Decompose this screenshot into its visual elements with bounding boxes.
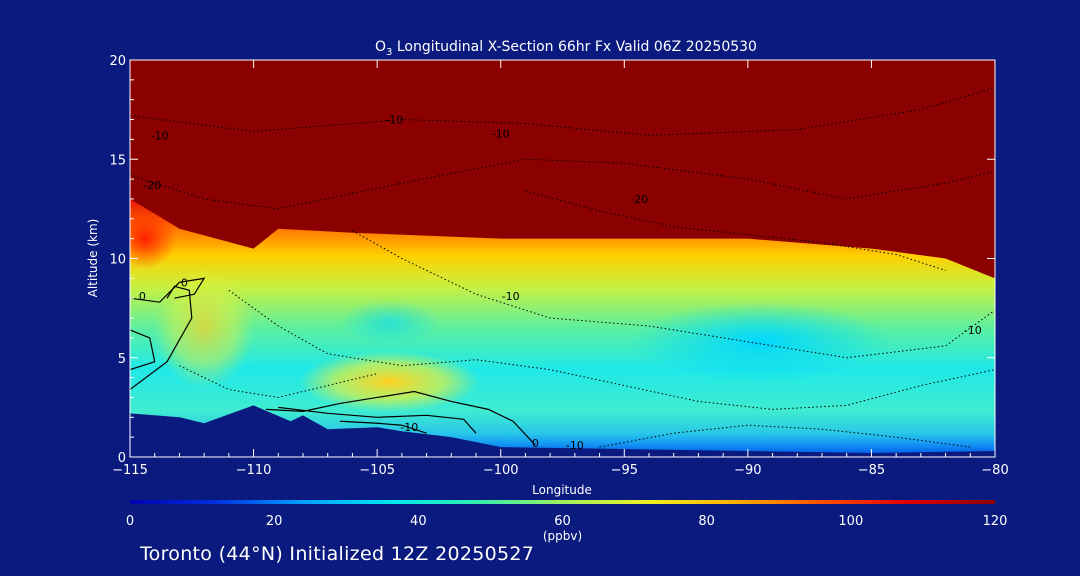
x-tick-label: −85 (858, 463, 885, 478)
western-maximum (154, 267, 255, 388)
colorbar-tick-label: 100 (838, 514, 863, 529)
contour-label: -10 (566, 439, 584, 452)
contour-label: 0 (181, 276, 188, 289)
dotted-contour-5 (179, 365, 378, 398)
contour-label: -10 (400, 421, 418, 434)
high-ozone-blob (130, 208, 177, 269)
x-tick-label: −115 (112, 463, 148, 478)
solid-contour-2 (130, 277, 206, 303)
colorbar-tick-label: 120 (983, 514, 1008, 529)
footer-caption: Toronto (44°N) Initialized 12Z 20250527 (140, 543, 535, 565)
contour-label: -10 (492, 127, 510, 140)
contour-label: -10 (385, 114, 403, 127)
dotted-contour-3 (352, 230, 995, 359)
contour-label: -20 (630, 193, 648, 206)
plot-area: -10 -20 -10 -10 -20 -10 -10 -10 0 0 -10 0 (130, 60, 995, 457)
contour-label: 0 (532, 437, 539, 450)
y-tick-label: 10 (109, 253, 126, 268)
dotted-contour-4 (228, 289, 995, 410)
x-tick-label: −110 (236, 463, 272, 478)
contour-label: 0 (139, 290, 146, 303)
y-tick-label: 20 (109, 54, 126, 69)
x-axis-label: Longitude (532, 483, 592, 497)
x-tick-label: −105 (359, 463, 395, 478)
y-tick-label: 0 (118, 451, 126, 466)
y-axis-label: Altitude (km) (86, 219, 100, 298)
colorbar-tick-label: 0 (126, 514, 134, 529)
chart-title: O3 Longitudinal X-Section 66hr Fx Valid … (375, 39, 757, 58)
x-tick-label: −90 (734, 463, 761, 478)
y-tick-label: 5 (118, 352, 126, 367)
x-tick-label: −80 (981, 463, 1008, 478)
solid-contour-5 (340, 420, 427, 434)
contour-label: -10 (964, 324, 982, 337)
y-tick-label: 15 (109, 153, 126, 168)
contour-label: -20 (143, 179, 161, 192)
colorbar-tick-label: 40 (410, 514, 427, 529)
low-ozone-pocket-west (339, 300, 440, 345)
terrain (130, 405, 995, 457)
lower-troposphere-maximum (299, 351, 480, 412)
axes: −115 −110 −105 −100 −95 −90 −85 −80 0 5 10 15 20 (109, 54, 1008, 478)
x-tick-label: −100 (483, 463, 519, 478)
ozone-field: -10 -20 -10 -10 -20 -10 -10 -10 0 0 -10 0 (130, 60, 995, 457)
colorbar-tick-label: 60 (554, 514, 571, 529)
contour-label: -10 (502, 290, 520, 303)
low-ozone-pocket (630, 301, 891, 382)
contour-label: -10 (151, 129, 169, 142)
dotted-contour-2 (525, 190, 946, 271)
colorbar-unit: (ppbv) (543, 529, 582, 543)
solid-contour-4 (278, 406, 477, 434)
colorbar-tick-label: 20 (266, 514, 283, 529)
solid-contour-3 (265, 390, 536, 446)
colorbar-tick-label: 80 (698, 514, 715, 529)
colorbar-strip (130, 500, 995, 504)
colorbar: 0 20 40 60 80 100 120 (ppbv) (126, 500, 1008, 543)
solid-contour-1 (130, 329, 156, 371)
dotted-contour-0 (130, 87, 995, 136)
x-tick-label: −95 (611, 463, 638, 478)
